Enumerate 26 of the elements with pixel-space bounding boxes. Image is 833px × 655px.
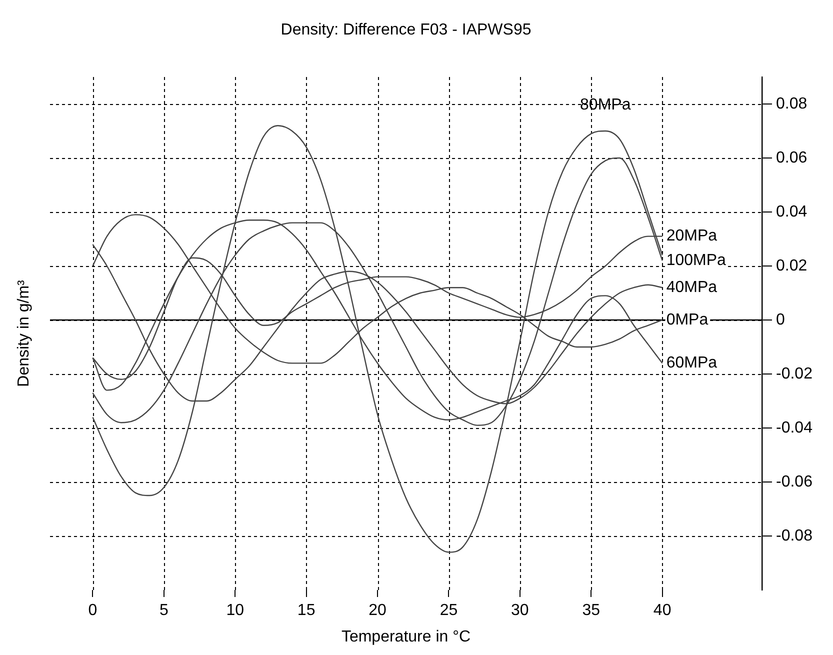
x-tick-label: 5: [159, 602, 168, 620]
x-tick-label: 15: [297, 602, 316, 620]
y-axis-title: Density in g/m³: [15, 279, 32, 387]
x-tick-label: 30: [511, 602, 529, 620]
x-tick-label: 20: [368, 602, 387, 620]
y-tick-label: 0: [776, 311, 785, 328]
series-label: 0MPa: [666, 311, 708, 328]
x-tick-label: 25: [440, 602, 458, 620]
series-label: 40MPa: [666, 279, 718, 296]
x-axis-title: Temperature in °C: [341, 628, 471, 646]
y-tick-label: 0.08: [776, 95, 808, 112]
chart-title: Density: Difference F03 - IAPWS95: [280, 21, 532, 38]
y-tick-label: -0.06: [776, 473, 813, 490]
x-tick-label: 35: [582, 602, 600, 620]
series-label: 20MPa: [666, 228, 718, 245]
y-tick-label: -0.08: [776, 527, 813, 544]
x-tick-label: 0: [88, 602, 98, 620]
y-tick-label: -0.02: [776, 365, 813, 382]
x-tick-label: 40: [653, 602, 672, 620]
y-tick-label: -0.04: [776, 419, 813, 436]
y-tick-label: 0.04: [776, 203, 808, 220]
series-label: 60MPa: [666, 354, 718, 372]
y-tick-label: 0.06: [776, 149, 808, 166]
y-tick-label: 0.02: [776, 257, 808, 274]
x-tick-label: 10: [226, 602, 244, 620]
series-label: 100MPa: [666, 252, 726, 270]
